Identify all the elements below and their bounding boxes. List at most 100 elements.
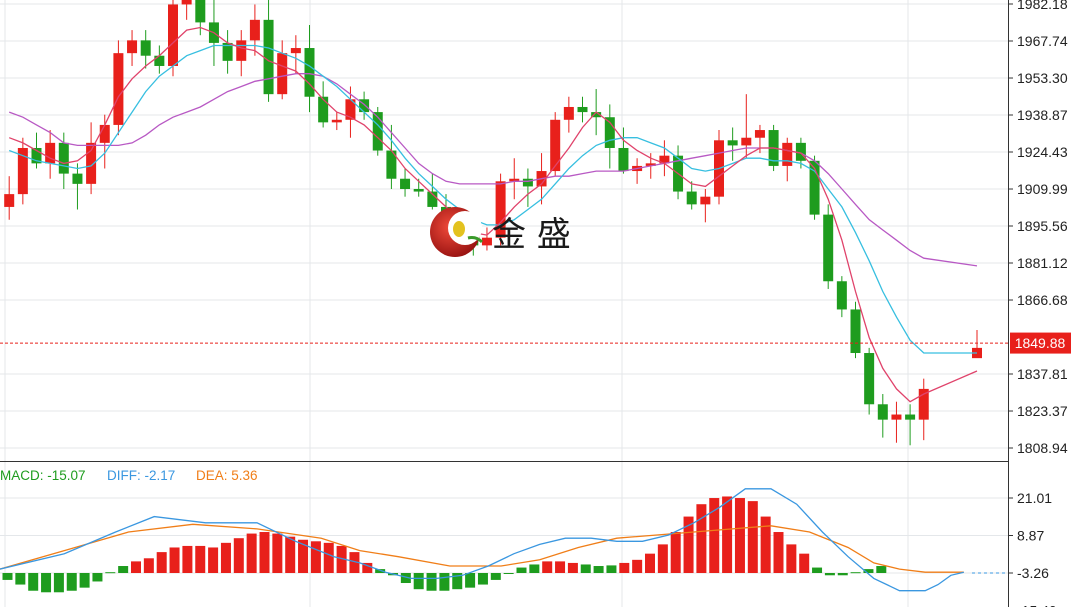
macd-bar — [593, 566, 604, 573]
diff-line — [0, 488, 964, 592]
watermark: 金 盛 — [430, 207, 571, 257]
macd-bar — [657, 544, 668, 573]
candle-body — [700, 196, 711, 205]
macd-bar — [105, 572, 116, 574]
macd-bar — [246, 533, 257, 573]
macd-bar — [220, 542, 231, 573]
macd-bar — [53, 573, 64, 593]
macd-bar — [760, 516, 771, 573]
candle-body — [249, 19, 260, 41]
macd-bar — [28, 573, 39, 591]
macd-bar — [490, 573, 501, 580]
macd-bar — [298, 539, 309, 573]
candle-body — [400, 178, 411, 189]
candle-body — [795, 142, 806, 161]
macd-bar — [375, 569, 386, 573]
candle-body — [550, 119, 561, 172]
price-tick-label: 1881.12 — [1017, 255, 1068, 271]
candle-body — [686, 191, 697, 205]
candle-body — [181, 0, 192, 5]
candle-body — [140, 40, 151, 56]
price-tick-label: 1967.74 — [1017, 33, 1068, 49]
candlestick-series — [4, 0, 982, 446]
price-axis: 1982.18 1967.74 1953.30 1938.87 1924.43 1909.… — [1008, 0, 1068, 456]
macd-bar — [773, 532, 784, 573]
candle-body — [509, 178, 520, 182]
macd-bar — [722, 496, 733, 573]
price-tick-label: 1895.56 — [1017, 218, 1068, 234]
macd-bar — [259, 532, 270, 573]
macd-bar — [349, 552, 360, 573]
legend-macd: MACD: -15.07 — [0, 468, 86, 483]
candle-body — [809, 160, 820, 215]
candle-body — [413, 188, 424, 192]
price-tick-label: 1924.43 — [1017, 144, 1068, 160]
watermark-text: 金 盛 — [492, 215, 571, 255]
macd-bar — [683, 516, 694, 573]
candle-body — [154, 55, 165, 66]
candle-body — [236, 40, 247, 61]
jinsheng-logo — [430, 207, 484, 257]
candle-body — [891, 414, 902, 420]
pane-frame — [0, 0, 1009, 607]
macd-bar — [233, 538, 244, 573]
candle-body — [782, 142, 793, 166]
ma-mid-line — [8, 44, 977, 354]
price-tick-label: 1909.99 — [1017, 181, 1068, 197]
candle-body — [591, 112, 602, 118]
candle-body — [195, 0, 206, 23]
macd-bar — [182, 545, 193, 573]
last-price-value: 1849.88 — [1015, 335, 1066, 351]
macd-bar — [323, 542, 334, 573]
macd-bar — [734, 498, 745, 573]
candle-body — [850, 309, 861, 354]
macd-bar — [555, 561, 566, 573]
candle-body — [168, 4, 178, 66]
last-price-marker: 1849.88 — [0, 332, 1071, 354]
macd-legend: MACD: -15.07 DIFF: -2.17 DEA: 5.36 — [0, 468, 258, 483]
candle-body — [345, 99, 356, 120]
macd-bar — [824, 573, 835, 576]
candle-body — [72, 173, 83, 184]
macd-bar — [876, 566, 887, 573]
macd-bar — [15, 573, 26, 585]
macd-lines — [0, 488, 1008, 592]
candle-body — [836, 281, 847, 310]
candle-body — [31, 147, 42, 164]
price-tick-label: 1866.68 — [1017, 292, 1068, 308]
macd-bar — [580, 564, 591, 573]
candle-body — [754, 130, 765, 138]
macd-bar — [606, 565, 617, 573]
candle-body — [263, 19, 274, 95]
macd-bar — [208, 547, 219, 573]
price-tick-label: 1953.30 — [1017, 70, 1068, 86]
macd-bar — [362, 562, 373, 573]
candle-body — [359, 99, 370, 113]
candle-body — [481, 237, 492, 246]
candle-body — [741, 137, 752, 146]
candle-body — [99, 124, 110, 143]
macd-bar — [709, 498, 720, 573]
macd-bar — [156, 552, 167, 573]
macd-bar — [195, 545, 206, 573]
macd-bar — [863, 569, 874, 573]
candle-body — [318, 96, 329, 123]
candle-body — [727, 140, 738, 146]
macd-bar — [465, 573, 476, 588]
macd-tick-label: 8.87 — [1017, 528, 1044, 544]
candle-body — [113, 53, 124, 125]
macd-bar — [118, 566, 129, 573]
price-tick-label: 1823.37 — [1017, 403, 1068, 419]
macd-bar — [400, 573, 411, 584]
legend-dea: DEA: 5.36 — [196, 468, 258, 483]
candle-body — [864, 353, 875, 405]
macd-bar — [439, 573, 450, 591]
macd-bar — [92, 573, 103, 582]
candle-body — [905, 414, 916, 420]
price-tick-label: 1808.94 — [1017, 440, 1068, 456]
candle-body — [495, 181, 506, 238]
macd-bar — [837, 573, 848, 576]
legend-diff: DIFF: -2.17 — [107, 468, 175, 483]
